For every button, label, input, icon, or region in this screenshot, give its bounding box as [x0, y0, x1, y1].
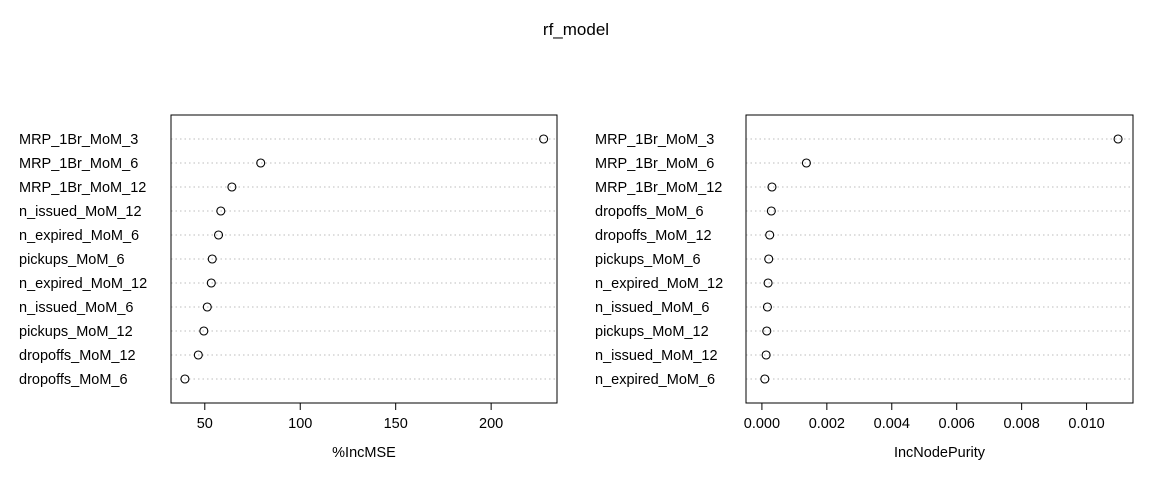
incnodepurity-point-n-expired-mom-6: [760, 374, 770, 384]
incmse-x-axis-title: %IncMSE: [332, 445, 396, 461]
incmse-x-tick-label: 200: [479, 416, 503, 432]
incnodepurity-row-label-n-issued-mom-6: n_issued_MoM_6: [595, 300, 709, 316]
incnodepurity-row-label-n-issued-mom-12: n_issued_MoM_12: [595, 348, 718, 364]
incnodepurity-row-label-mrp-1br-mom-3: MRP_1Br_MoM_3: [595, 132, 714, 148]
figure-title: rf_model: [543, 20, 609, 39]
incmse-panel: MRP_1Br_MoM_3 MRP_1Br_MoM_6 MRP_1Br_MoM_12…: [19, 114, 558, 461]
incmse-row-label-n-issued-mom-12: n_issued_MoM_12: [19, 204, 142, 220]
incnodepurity-row-label-mrp-1br-mom-6: MRP_1Br_MoM_6: [595, 156, 714, 172]
incnodepurity-row-label-n-expired-mom-6: n_expired_MoM_6: [595, 372, 715, 388]
incnodepurity-point-n-issued-mom-6: [762, 302, 772, 312]
incmse-point-n-expired-mom-12: [206, 278, 216, 288]
incmse-x-tick-label: 50: [197, 416, 213, 432]
incnodepurity-row-label-mrp-1br-mom-12: MRP_1Br_MoM_12: [595, 180, 722, 196]
incnodepurity-row-label-pickups-mom-6: pickups_MoM_6: [595, 252, 701, 268]
incmse-point-dropoffs-mom-12: [193, 350, 203, 360]
incnodepurity-point-dropoffs-mom-6: [766, 206, 776, 216]
incmse-point-n-expired-mom-6: [213, 230, 224, 240]
incmse-row-label-n-issued-mom-6: n_issued_MoM_6: [19, 300, 133, 316]
incmse-point-mrp-1br-mom-3: [539, 134, 549, 144]
incnodepurity-point-mrp-1br-mom-6: [801, 158, 811, 168]
incmse-row-label-mrp-1br-mom-12: MRP_1Br_MoM_12: [19, 180, 146, 196]
incnodepurity-point-mrp-1br-mom-3: [1113, 134, 1123, 144]
incmse-point-mrp-1br-mom-6: [256, 158, 266, 168]
incnodepurity-row-label-n-expired-mom-12: n_expired_MoM_12: [595, 276, 723, 292]
incnodepurity-x-tick-label: 0.000: [744, 416, 780, 432]
incnodepurity-point-pickups-mom-6: [764, 254, 774, 264]
incnodepurity-x-tick-label: 0.002: [809, 416, 845, 432]
incmse-row-label-pickups-mom-12: pickups_MoM_12: [19, 324, 133, 340]
incmse-point-pickups-mom-12: [199, 326, 209, 336]
incmse-point-mrp-1br-mom-12: [227, 182, 237, 192]
incnodepurity-point-pickups-mom-12: [762, 326, 772, 336]
incnodepurity-row-label-dropoffs-mom-12: dropoffs_MoM_12: [595, 228, 712, 244]
incnodepurity-row-label-pickups-mom-12: pickups_MoM_12: [595, 324, 709, 340]
incmse-x-tick-label: 150: [384, 416, 408, 432]
incmse-point-pickups-mom-6: [207, 254, 217, 264]
incnodepurity-x-tick-label: 0.010: [1068, 416, 1104, 432]
incnodepurity-point-mrp-1br-mom-12: [767, 182, 777, 192]
incnodepurity-x-tick-label: 0.004: [874, 416, 910, 432]
incmse-plot-frame: [170, 114, 558, 404]
incnodepurity-x-axis-title: IncNodePurity: [894, 445, 986, 461]
incmse-row-label-dropoffs-mom-6: dropoffs_MoM_6: [19, 372, 128, 388]
incnodepurity-point-dropoffs-mom-12: [765, 230, 775, 240]
incnodepurity-x-tick-label: 0.008: [1003, 416, 1039, 432]
incmse-row-label-dropoffs-mom-12: dropoffs_MoM_12: [19, 348, 136, 364]
incmse-row-label-mrp-1br-mom-3: MRP_1Br_MoM_3: [19, 132, 138, 148]
incmse-row-label-pickups-mom-6: pickups_MoM_6: [19, 252, 125, 268]
incmse-row-label-n-expired-mom-6: n_expired_MoM_6: [19, 228, 139, 244]
incnodepurity-x-tick-label: 0.006: [939, 416, 975, 432]
incmse-point-dropoffs-mom-6: [180, 374, 190, 384]
incmse-row-label-mrp-1br-mom-6: MRP_1Br_MoM_6: [19, 156, 138, 172]
incnodepurity-row-label-dropoffs-mom-6: dropoffs_MoM_6: [595, 204, 704, 220]
incmse-row-label-n-expired-mom-12: n_expired_MoM_12: [19, 276, 147, 292]
incnodepurity-point-n-issued-mom-12: [761, 350, 771, 360]
incmse-x-tick-label: 100: [288, 416, 312, 432]
incnodepurity-panel: MRP_1Br_MoM_3 MRP_1Br_MoM_6 MRP_1Br_MoM_12…: [595, 114, 1134, 461]
incmse-point-n-issued-mom-12: [216, 206, 226, 216]
incmse-point-n-issued-mom-6: [202, 302, 212, 312]
incnodepurity-point-n-expired-mom-12: [763, 278, 773, 288]
